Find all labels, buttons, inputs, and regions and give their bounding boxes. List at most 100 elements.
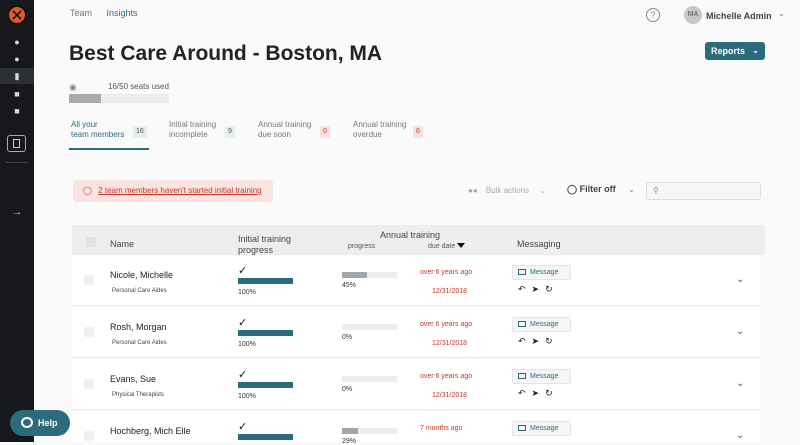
tab-label: team members	[71, 130, 125, 139]
document-icon[interactable]	[7, 135, 26, 152]
reports-label: Reports	[711, 46, 746, 56]
message-actions: ↶ ➤ ↻	[518, 388, 559, 399]
annual-progress-bar	[342, 324, 397, 330]
message-actions: ↶ ➤ ↻	[518, 336, 559, 347]
person-icon[interactable]: ●	[14, 54, 20, 64]
tab-annual-overdue[interactable]: Annual training overdue 6	[353, 120, 423, 140]
table-row[interactable]: Evans, Sue Physical Therapists ✓ 100% 0%…	[72, 360, 760, 410]
tab-all-members[interactable]: All your team members 16	[71, 120, 147, 140]
breadcrumb-current: Insights	[106, 8, 138, 18]
message-icon	[518, 425, 526, 431]
column-annual-progress[interactable]: progress	[348, 243, 376, 250]
column-name[interactable]: Name	[110, 239, 135, 249]
history-icon[interactable]: ↻	[545, 336, 553, 346]
chevron-down-icon[interactable]: ⌄	[778, 9, 785, 18]
message-button[interactable]: Message	[512, 265, 571, 280]
message-icon	[518, 373, 526, 379]
message-button[interactable]: Message	[512, 369, 571, 384]
member-name[interactable]: Rosh, Morgan	[110, 322, 167, 332]
message-label: Message	[530, 425, 559, 432]
send-icon[interactable]: ➤	[531, 336, 540, 346]
expand-sidebar-icon[interactable]: →	[11, 206, 23, 218]
annual-progress-percent: 0%	[342, 386, 353, 393]
history-icon[interactable]: ↻	[545, 388, 553, 398]
filter-button[interactable]: ◯ Filter off ⌄	[567, 184, 635, 195]
send-icon[interactable]: ➤	[531, 284, 540, 294]
column-initial-line1: Initial training	[238, 234, 292, 244]
tab-annual-due-soon[interactable]: Annual training due soon 0	[258, 120, 330, 140]
book-icon[interactable]: ■	[14, 89, 20, 99]
message-label: Message	[530, 269, 559, 276]
search-icon: ⚲	[653, 186, 659, 195]
tab-initial-incomplete[interactable]: Initial training incomplete 9	[169, 120, 235, 140]
initial-progress-percent: 100%	[238, 393, 256, 400]
seats-progress-bar	[69, 94, 169, 103]
member-name[interactable]: Evans, Sue	[110, 374, 157, 384]
user-name[interactable]: Michelle Admin	[706, 11, 772, 21]
annual-progress-bar	[342, 376, 397, 382]
initial-progress-bar	[238, 382, 293, 388]
column-annual-due[interactable]: due date	[428, 242, 466, 252]
avatar[interactable]: MA	[684, 6, 702, 24]
member-role: Personal Care Aides	[112, 288, 167, 294]
annual-due-relative: over 6 years ago	[420, 321, 473, 328]
expand-row-chevron-icon[interactable]: ⌄	[736, 274, 745, 285]
expand-row-chevron-icon[interactable]: ⌄	[736, 430, 745, 441]
help-button[interactable]: Help	[10, 410, 70, 436]
seats-icon: ◉	[69, 82, 77, 92]
tab-label: incomplete	[169, 130, 208, 139]
initial-progress-percent: 100%	[238, 289, 256, 296]
tab-count-badge: 16	[133, 126, 147, 138]
expand-row-chevron-icon[interactable]: ⌄	[736, 326, 745, 337]
row-checkbox[interactable]	[84, 275, 94, 285]
tab-label: overdue	[353, 130, 382, 139]
message-button[interactable]: Message	[512, 421, 571, 436]
breadcrumb-team-link[interactable]: Team	[70, 8, 93, 18]
expand-row-chevron-icon[interactable]: ⌄	[736, 378, 745, 389]
column-messaging: Messaging	[517, 239, 561, 249]
send-icon[interactable]: ➤	[531, 388, 540, 398]
search-input[interactable]: ⚲	[646, 182, 761, 200]
chevron-down-icon: ⌄	[628, 185, 635, 194]
member-name[interactable]: Hochberg, Mich Elle	[110, 426, 191, 436]
tab-label: Annual training	[258, 120, 312, 129]
member-role: Physical Therapists	[112, 392, 164, 398]
tab-count-badge: 6	[413, 126, 423, 138]
chevron-down-icon: ⌄	[752, 46, 759, 55]
row-checkbox[interactable]	[84, 379, 94, 389]
logo[interactable]	[7, 5, 27, 25]
row-checkbox[interactable]	[84, 327, 94, 337]
message-label: Message	[530, 373, 559, 380]
message-button[interactable]: Message	[512, 317, 571, 332]
chat-icon[interactable]: ■	[14, 106, 20, 116]
reply-icon[interactable]: ↶	[518, 336, 526, 346]
shield-icon: ◯	[83, 186, 92, 195]
reports-button[interactable]: Reports ⌄	[705, 42, 765, 60]
insights-chart-icon[interactable]: ▮	[0, 68, 34, 84]
message-actions: ↶ ➤ ↻	[518, 284, 559, 295]
team-icon[interactable]: ●	[14, 37, 20, 47]
seats-used-text: 16/50 seats used	[108, 82, 169, 91]
table-row[interactable]: Hochberg, Mich Elle ✓ 29% 7 months ago M…	[72, 412, 760, 445]
checkmark-icon: ✓	[238, 317, 248, 329]
message-icon	[518, 269, 526, 275]
due-date-label: due date	[428, 243, 456, 250]
member-name[interactable]: Nicole, Michelle	[110, 270, 174, 280]
alert-link[interactable]: 2 team members haven't started initial t…	[98, 186, 262, 195]
select-all-checkbox[interactable]	[86, 237, 96, 247]
help-label: Help	[38, 418, 58, 428]
row-checkbox[interactable]	[84, 431, 94, 441]
reply-icon[interactable]: ↶	[518, 284, 526, 294]
annual-due-relative: over 6 years ago	[420, 373, 473, 380]
reply-icon[interactable]: ↶	[518, 388, 526, 398]
history-icon[interactable]: ↻	[545, 284, 553, 294]
initial-progress-percent: 100%	[238, 341, 256, 348]
initial-training-alert[interactable]: ◯ 2 team members haven't started initial…	[73, 180, 273, 202]
table-row[interactable]: Nicole, Michelle Personal Care Aides ✓ 1…	[72, 256, 760, 306]
annual-progress-percent: 45%	[342, 282, 357, 289]
bulk-actions-button[interactable]: ●● Bulk actions ⌄	[468, 186, 546, 195]
initial-progress-bar	[238, 278, 293, 284]
help-question-icon[interactable]: ?	[646, 8, 660, 22]
table-header: Name Initial training progress Annual tr…	[72, 225, 765, 255]
table-row[interactable]: Rosh, Morgan Personal Care Aides ✓ 100% …	[72, 308, 760, 358]
